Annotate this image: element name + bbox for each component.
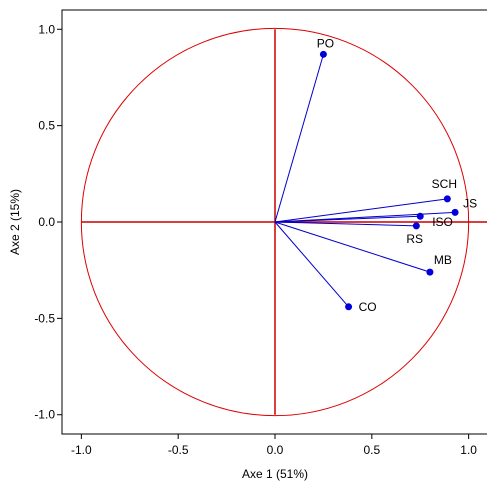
vector-po [274,54,324,223]
variable-points [319,50,459,311]
vector-co [274,221,349,308]
point-iso [416,212,424,220]
y-axis-ticks: 1.0 0.5 0.0 -0.5 -1.0 [34,22,62,422]
variable-vectors [274,54,456,308]
point-sch [443,195,451,203]
label-mb: MB [434,253,452,267]
y-tick-label: 0.5 [38,119,55,133]
point-co [345,303,353,311]
label-sch: SCH [432,177,457,191]
y-axis-title: Axe 2 (15%) [8,189,22,255]
x-tick-label: -1.0 [71,443,92,457]
y-tick-label: 0.0 [38,215,55,229]
y-tick-label: -0.5 [34,311,55,325]
y-tick-label: -1.0 [34,408,55,422]
point-js [451,208,459,216]
point-po [319,50,327,58]
label-iso: ISO [432,215,453,229]
variable-labels: PO SCH JS ISO RS MB CO [317,36,477,313]
label-rs: RS [406,232,423,246]
point-rs [412,222,420,230]
x-tick-label: 0.0 [267,443,284,457]
vector-sch [274,198,448,223]
x-tick-label: 0.5 [363,443,380,457]
x-tick-label: -0.5 [168,443,189,457]
x-axis-title: Axe 1 (51%) [242,467,308,481]
x-axis-ticks: -1.0 -0.5 0.0 0.5 1.0 [71,434,477,457]
vector-mb [274,221,431,273]
x-tick-label: 1.0 [460,443,477,457]
point-mb [426,268,434,276]
label-js: JS [463,196,477,210]
vector-rs [274,221,417,227]
vector-iso [274,215,421,223]
label-po: PO [317,36,334,50]
label-co: CO [359,300,377,314]
y-tick-label: 1.0 [38,22,55,36]
